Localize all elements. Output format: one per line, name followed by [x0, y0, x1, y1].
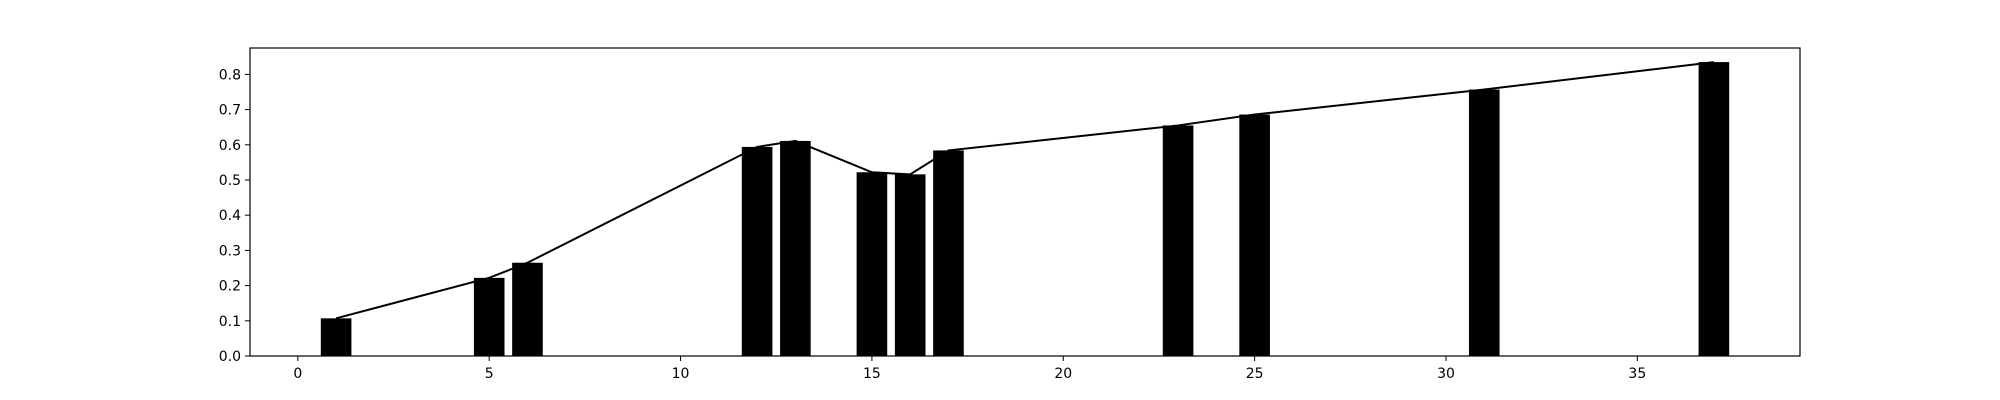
bar-37: [1698, 62, 1730, 357]
bars-layer: [320, 62, 1730, 357]
x-tick-label: 15: [863, 366, 881, 382]
bar-15: [856, 172, 888, 356]
y-axis: 0.0 0.1 0.2 0.3 0.4 0.5 0.6 0.7 0.8: [219, 67, 250, 365]
plot-frame: [249, 47, 1801, 357]
y-tick-label: 0.4: [219, 208, 241, 224]
bar-6: [512, 262, 543, 356]
y-tick-label: 0.3: [219, 243, 241, 259]
bar-17: [933, 150, 964, 356]
x-axis: 0 5 10 15 20 25 30 35: [293, 356, 1646, 382]
y-tick-label: 0.2: [219, 279, 241, 295]
y-tick-label: 0.8: [219, 67, 241, 83]
x-tick-label: 20: [1054, 366, 1072, 382]
y-tick-label: 0.0: [219, 349, 241, 365]
bar-23: [1162, 125, 1194, 356]
x-tick-label: 35: [1628, 366, 1646, 382]
x-tick-label: 0: [293, 366, 302, 382]
series-line: [335, 61, 1715, 320]
bar-31: [1468, 89, 1500, 356]
bar-25: [1239, 114, 1270, 356]
bar-1: [320, 318, 352, 356]
y-tick-label: 0.7: [219, 103, 241, 119]
y-tick-label: 0.1: [219, 314, 241, 330]
x-tick-label: 25: [1246, 366, 1264, 382]
line-layer: [335, 61, 1715, 320]
y-tick-label: 0.6: [219, 138, 241, 154]
x-tick-label: 10: [672, 366, 690, 382]
x-tick-label: 30: [1437, 366, 1455, 382]
bar-16: [894, 174, 926, 356]
bar-12: [741, 146, 773, 356]
x-tick-label: 5: [485, 366, 494, 382]
bar-13: [780, 140, 811, 356]
y-tick-label: 0.5: [219, 173, 241, 189]
bar-5: [473, 277, 505, 356]
